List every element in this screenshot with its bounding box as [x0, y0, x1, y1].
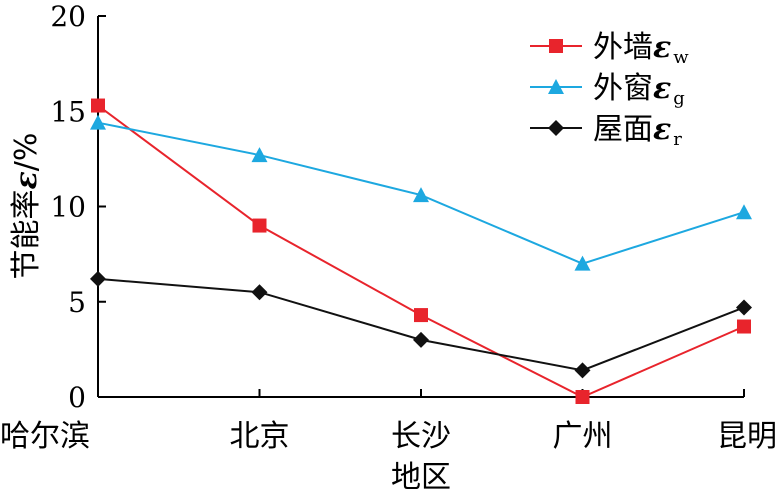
data-point-marker	[251, 284, 268, 301]
data-point-marker	[574, 362, 591, 379]
legend-label-text: 外墙	[593, 30, 653, 65]
x-tick-label: 昆明	[717, 419, 777, 454]
legend-label-symbol: ε	[653, 112, 671, 147]
x-tick-label: 广州	[553, 419, 613, 454]
series-layer	[90, 98, 752, 404]
legend-label-symbol: ε	[653, 30, 671, 65]
y-ticks: 0 5 10 15 20	[50, 0, 106, 414]
legend-label: 外墙ε w	[593, 30, 689, 68]
series-g	[90, 114, 752, 271]
legend-label-symbol: ε	[653, 71, 671, 106]
data-point-marker	[413, 187, 429, 203]
x-axis-title: 地区	[391, 460, 451, 495]
y-axis-title: 节能率ε/%	[9, 133, 44, 280]
data-point-marker	[736, 204, 752, 220]
data-point-marker	[736, 299, 752, 316]
legend-label-subscript: g	[673, 88, 685, 109]
data-point-marker	[251, 147, 268, 163]
legend-label-text: 外窗	[593, 71, 653, 106]
legend-marker	[548, 120, 564, 136]
data-point-marker	[575, 390, 590, 404]
x-tick-label: 北京	[230, 419, 290, 454]
legend-label-subscript: r	[673, 129, 682, 150]
x-tick-label: 哈尔滨	[0, 419, 90, 454]
legend-label: 屋面ε r	[593, 112, 682, 150]
legend-item: 外窗ε g	[530, 71, 685, 109]
x-ticks: 哈尔滨 北京 长沙 广州 昆明	[0, 389, 777, 454]
x-tick-label: 长沙	[391, 419, 451, 454]
legend-label-text: 屋面	[593, 112, 653, 147]
y-tick-label: 10	[50, 191, 86, 224]
legend-label: 外窗ε g	[593, 71, 685, 109]
data-point-marker	[91, 98, 105, 113]
legend-item: 外墙ε w	[530, 30, 689, 68]
y-axis-title-unit: /%	[9, 133, 44, 172]
legend-marker	[549, 39, 563, 53]
data-point-marker	[90, 270, 106, 287]
series-w	[91, 98, 751, 404]
legend-item: 屋面ε r	[530, 112, 682, 150]
data-point-marker	[574, 255, 591, 271]
series-line	[97, 277, 745, 372]
data-point-marker	[252, 218, 267, 233]
legend-label-subscript: w	[673, 47, 689, 68]
y-tick-label: 15	[50, 95, 86, 128]
data-point-marker	[737, 319, 751, 334]
y-axis-title-main: 节能率	[9, 189, 44, 279]
y-tick-label: 0	[68, 381, 86, 414]
legend-marker	[548, 79, 564, 94]
data-point-marker	[414, 308, 428, 323]
series-line	[97, 104, 745, 399]
data-point-marker	[90, 114, 106, 130]
y-tick-label: 20	[50, 0, 86, 33]
y-tick-label: 5	[68, 286, 86, 319]
data-point-marker	[413, 331, 429, 348]
y-axis-title-symbol: ε	[9, 171, 44, 189]
series-r	[90, 270, 752, 379]
